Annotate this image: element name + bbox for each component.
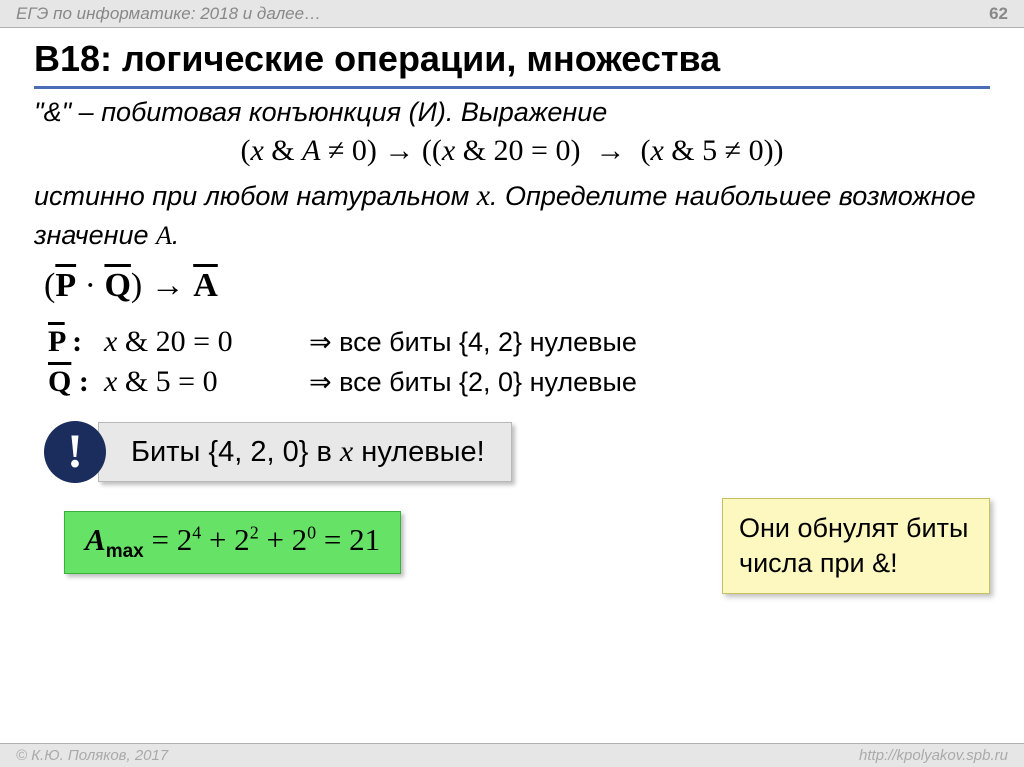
q-result: ⇒ все биты {2, 0} нулевые xyxy=(309,367,637,398)
slide-header: ЕГЭ по информатике: 2018 и далее… 62 xyxy=(0,0,1024,28)
pq-definitions: P : x & 20 = 0 ⇒ все биты {4, 2} нулевые… xyxy=(48,325,990,399)
intro-text: "&" – побитовая конъюнкция (И). Выражени… xyxy=(34,97,990,128)
answer-p1: + 2 xyxy=(201,522,249,557)
p-result: ⇒ все биты {4, 2} нулевые xyxy=(309,327,637,358)
task-text: истинно при любом натуральном x. Определ… xyxy=(34,176,990,253)
answer-box: Amax = 24 + 22 + 20 = 21 xyxy=(64,511,401,574)
slide-footer: © К.Ю. Поляков, 2017 http://kpolyakov.sp… xyxy=(0,743,1024,767)
slide-title: B18: логические операции, множества xyxy=(34,38,990,89)
grey-text-2: нулевые! xyxy=(353,436,484,468)
task-part1: истинно при любом натуральном xyxy=(34,181,477,211)
grey-callout: Биты {4, 2, 0} в x нулевые! xyxy=(98,422,512,482)
task-A: A xyxy=(156,221,172,250)
answer-eq: = 2 xyxy=(144,522,192,557)
answer-e1: 4 xyxy=(192,523,201,543)
q-label: Q : xyxy=(48,365,104,399)
answer-sub: max xyxy=(106,541,144,562)
task-x: x xyxy=(477,179,490,212)
answer-e3: 0 xyxy=(307,523,316,543)
exclamation-icon: ! xyxy=(44,421,106,483)
answer-result: = 21 xyxy=(316,522,380,557)
slide-content: B18: логические операции, множества "&" … xyxy=(0,28,1024,574)
answer-e2: 2 xyxy=(250,523,259,543)
header-title: ЕГЭ по информатике: 2018 и далее… xyxy=(16,4,321,24)
p-label: P : xyxy=(48,325,104,359)
grey-text-1: Биты {4, 2, 0} в xyxy=(131,436,340,468)
p-row: P : x & 20 = 0 ⇒ все биты {4, 2} нулевые xyxy=(48,325,990,359)
p-expr: x & 20 = 0 xyxy=(104,325,309,359)
main-formula: (x & A ≠ 0) → ((x & 20 = 0) → (x & 5 ≠ 0… xyxy=(34,134,990,168)
answer-p2: + 2 xyxy=(259,522,307,557)
logic-formula: (P · Q) → A xyxy=(44,267,990,305)
highlight-callout: ! Биты {4, 2, 0} в x нулевые! xyxy=(44,421,990,483)
footer-copyright: © К.Ю. Поляков, 2017 xyxy=(16,747,168,764)
page-number: 62 xyxy=(989,4,1008,24)
yellow-callout: Они обнулят биты числа при &! xyxy=(722,498,990,594)
answer-A: A xyxy=(85,522,106,557)
q-expr: x & 5 = 0 xyxy=(104,365,309,399)
q-row: Q : x & 5 = 0 ⇒ все биты {2, 0} нулевые xyxy=(48,365,990,399)
grey-x: x xyxy=(340,435,353,468)
footer-url: http://kpolyakov.spb.ru xyxy=(859,747,1008,764)
task-dot: . xyxy=(172,220,180,250)
